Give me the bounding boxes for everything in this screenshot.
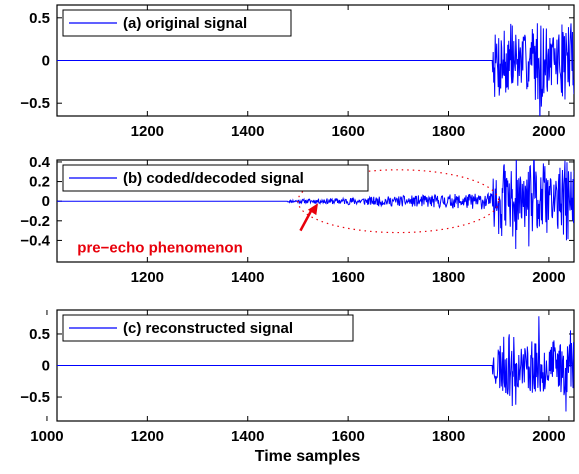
y-tick-label: 0 (42, 193, 50, 210)
legend-label: (c) reconstructed signal (123, 320, 293, 337)
x-tick-label: 1200 (131, 269, 164, 286)
legend-label: (a) original signal (123, 15, 247, 32)
x-tick-label: 2000 (532, 428, 565, 445)
x-tick-label: 1600 (331, 428, 364, 445)
x-axis-label: Time samples (255, 448, 361, 465)
legend-label: (b) coded/decoded signal (123, 170, 304, 187)
y-tick-label: −0.2 (20, 213, 50, 230)
x-tick-label: 1400 (231, 269, 264, 286)
y-tick-label: −0.5 (20, 95, 50, 112)
panel-b: 1200 1400 1600 1800 2000 0.4 0.2 0 −0.2 −0.4 pre−e… (20, 154, 575, 286)
x-tick-label: 1800 (432, 428, 465, 445)
y-tick-label: 0 (42, 358, 50, 375)
annotation-arrow-head (307, 203, 318, 216)
y-tick-label: −0.5 (20, 389, 50, 406)
y-tick-label: −0.4 (20, 232, 50, 249)
y-tick-label: 0.5 (29, 326, 50, 343)
y-tick-label: 0.2 (29, 174, 50, 191)
x-tick-label: 1600 (331, 269, 364, 286)
signal-line (57, 160, 574, 249)
x-tick-label: 1000 (30, 428, 63, 445)
y-tick-label: 0 (42, 53, 50, 70)
panel-c: 1000 1200 1400 1600 1800 2000 0.5 0 −0.5 (c) reco… (20, 309, 575, 465)
pre-echo-ellipse (297, 169, 500, 234)
x-tick-label: 1400 (231, 428, 264, 445)
annotation-arrow-shaft (299, 208, 314, 232)
signal-line (57, 23, 574, 116)
y-tick-label: 0.4 (29, 154, 51, 171)
x-tick-label: 1800 (432, 123, 465, 140)
signal-line (57, 316, 574, 412)
x-tick-label: 2000 (532, 123, 565, 140)
x-tick-label: 1600 (331, 123, 364, 140)
annotation-text: pre−echo phenomenon (77, 239, 242, 256)
x-tick-label: 1400 (231, 123, 264, 140)
y-tick-label: 0.5 (29, 10, 50, 27)
x-tick-label: 1800 (432, 269, 465, 286)
x-tick-label: 2000 (532, 269, 565, 286)
x-tick-label: 1200 (131, 123, 164, 140)
x-tick-label: 1200 (131, 428, 164, 445)
panel-a: 1200 1400 1600 1800 2000 0.5 0 −0.5 (a) original… (20, 4, 575, 140)
